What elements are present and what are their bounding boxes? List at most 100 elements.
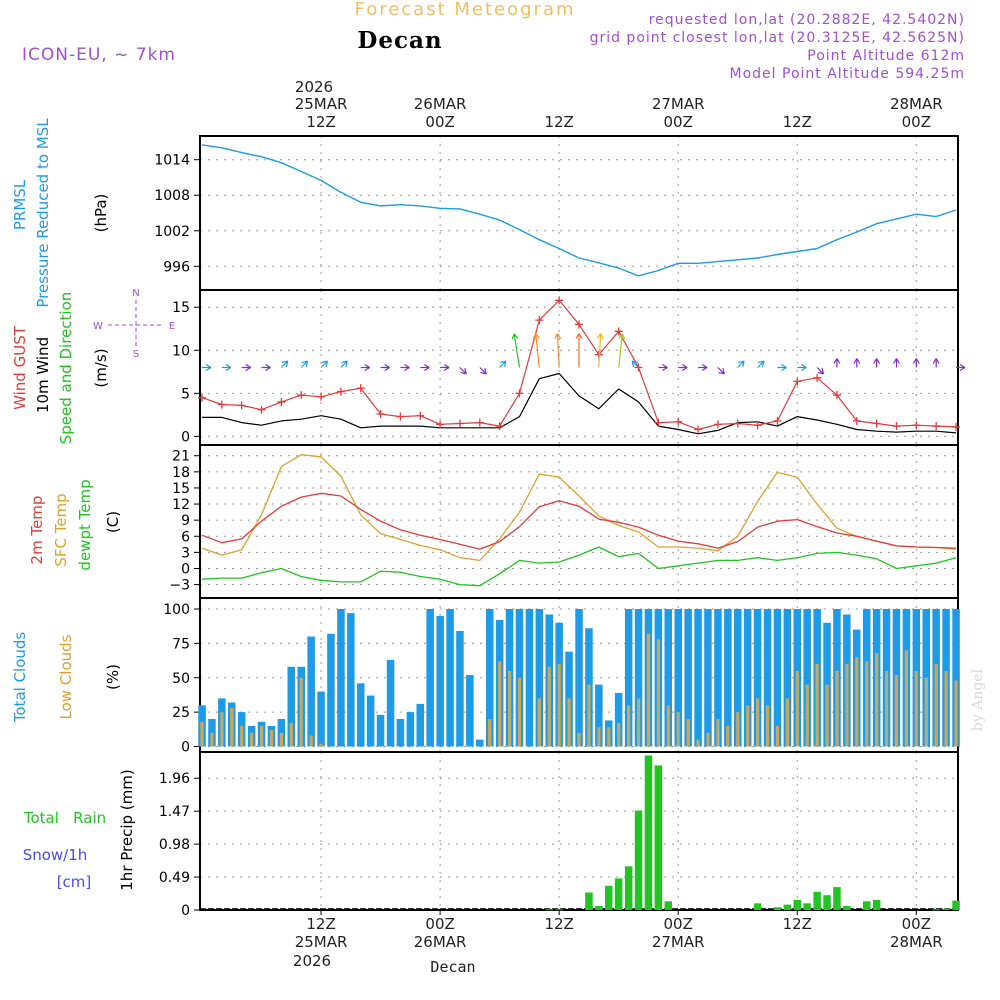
panel-frames <box>199 135 959 911</box>
temp-dewpt-label: dewpt Temp <box>76 479 94 570</box>
wind-arrow-head <box>554 333 562 339</box>
total-cloud-bar <box>366 695 375 747</box>
low-cloud-bar <box>250 732 254 747</box>
y-tick-label: 1014 <box>154 153 190 169</box>
total-cloud-bar <box>515 609 524 747</box>
temp-sfc-label: SFC Temp <box>52 493 70 566</box>
precip-unit: 1hr Precip (mm) <box>118 769 136 890</box>
wind-arrow-head <box>265 363 271 372</box>
y-tick-label: 5 <box>181 386 190 402</box>
compass-w: W <box>93 321 103 332</box>
rain-bar <box>823 895 831 910</box>
wind-arrow <box>440 363 450 372</box>
low-cloud-bar <box>914 670 918 747</box>
low-cloud-bar <box>537 698 541 747</box>
low-cloud-bar <box>299 677 303 747</box>
gust-marker <box>753 421 762 430</box>
wind-arrow-head <box>596 333 604 339</box>
top-time-label: 00Z <box>902 113 931 131</box>
total-cloud-bar <box>208 719 216 747</box>
low-cloud-bar <box>934 664 938 747</box>
bottom-date-label: 25MAR <box>295 933 348 951</box>
total-cloud-bar <box>277 719 286 747</box>
wind-arrow-head <box>701 363 708 372</box>
rain-bar <box>664 901 672 910</box>
temp-unit: (C) <box>104 511 122 533</box>
total-cloud-bar <box>317 691 325 747</box>
top-date-label: 28MAR <box>890 95 943 113</box>
gust-marker <box>416 411 425 420</box>
rain-bar <box>634 810 643 910</box>
rain-bar <box>803 903 811 910</box>
wind-arrow-head <box>912 358 920 364</box>
rain-bar <box>863 901 871 910</box>
wind-arrow <box>499 360 507 368</box>
bottom-time-label: 12Z <box>544 915 573 933</box>
wind-arrow-head <box>321 360 329 367</box>
total-cloud-bar <box>466 675 474 747</box>
total-cloud-bar <box>674 609 682 747</box>
low-cloud-bar <box>875 653 879 747</box>
total-cloud-bar <box>525 609 534 747</box>
rain-bar <box>932 909 940 911</box>
y-tick-label: 100 <box>163 602 190 618</box>
y-tick-label: 0 <box>181 429 190 445</box>
total-cloud-bar <box>773 609 782 747</box>
gust-marker <box>614 327 623 336</box>
total-cloud-bar <box>714 609 722 747</box>
wind-arrow-head <box>532 333 540 340</box>
wind-arrow-head <box>959 363 966 372</box>
total-cloud-bar <box>803 609 811 747</box>
top-date-label: 25MAR <box>295 95 348 113</box>
low-cloud-bar <box>736 712 740 747</box>
gust-marker <box>813 373 822 382</box>
wind-arrow <box>757 360 765 368</box>
low-cloud-bar <box>686 719 690 747</box>
wind-arrow-shaft <box>513 333 521 368</box>
total-cloud-bar <box>952 609 960 747</box>
low-cloud-bar <box>805 684 809 747</box>
subtitle: Forecast Meteogram <box>354 0 575 20</box>
low-cloud-bar <box>666 705 670 747</box>
low-cloud-bar <box>944 670 948 747</box>
model-label: ICON-EU, ~ 7km <box>22 45 176 65</box>
low-cloud-bar <box>220 712 224 747</box>
low-cloud-bar <box>517 677 522 747</box>
y-tick-label: 15 <box>172 481 190 497</box>
wind-arrow <box>853 358 861 368</box>
gust-marker <box>455 419 464 428</box>
wind-arrow <box>532 333 540 368</box>
data-lines <box>198 144 960 587</box>
wind-arrow-head <box>800 363 807 372</box>
wind-arrow-head <box>364 363 371 372</box>
requested-coords: requested lon,lat (20.2882E, 42.5402N) <box>649 12 965 28</box>
gust-marker <box>852 416 861 425</box>
snow-label: Snow/1h <box>23 846 88 864</box>
total-cloud-bar <box>664 609 672 747</box>
wind-unit: (m/s) <box>92 348 110 387</box>
wind-10m-line <box>202 372 957 435</box>
low-cloud-bar <box>488 719 492 747</box>
wind-arrow-head <box>575 333 583 339</box>
total-cloud-bar <box>763 609 772 747</box>
bottom-date-label: 27MAR <box>652 933 705 951</box>
rain-bar <box>942 908 950 910</box>
gust-marker <box>475 418 484 427</box>
wind-arrow-head <box>631 360 638 367</box>
wind-arrow <box>575 333 583 368</box>
wind-arrow <box>479 367 487 375</box>
total-cloud-bar <box>595 684 603 747</box>
gust-marker <box>515 389 524 398</box>
low-cloud-bar <box>607 727 611 747</box>
gust-marker <box>952 422 960 431</box>
total-cloud-bar <box>307 636 315 747</box>
rain-bar <box>843 906 851 910</box>
total-cloud-bar <box>426 609 434 747</box>
gust-marker <box>872 419 881 428</box>
wind-arrow <box>618 333 626 368</box>
wind-arrow-head <box>718 368 725 375</box>
snow-unit-label: [cm] <box>57 873 92 891</box>
wind-arrow-head <box>618 333 626 340</box>
wind-arrow-shaft <box>757 360 765 368</box>
